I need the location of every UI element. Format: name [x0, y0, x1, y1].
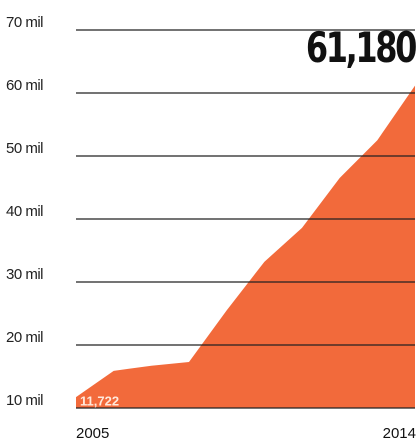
data-label: 61,180	[306, 23, 417, 72]
x-tick-label: 2014	[383, 425, 416, 442]
y-tick-label: 40 mil	[6, 203, 43, 220]
y-tick-label: 20 mil	[6, 329, 43, 346]
area	[76, 85, 415, 408]
y-tick-label: 50 mil	[6, 140, 43, 157]
y-tick-label: 30 mil	[6, 266, 43, 283]
data-label: 11,722	[80, 394, 119, 409]
x-tick-label: 2005	[76, 425, 109, 442]
y-tick-label: 70 mil	[6, 14, 43, 31]
y-tick-label: 60 mil	[6, 77, 43, 94]
y-tick-label: 10 mil	[6, 392, 43, 409]
